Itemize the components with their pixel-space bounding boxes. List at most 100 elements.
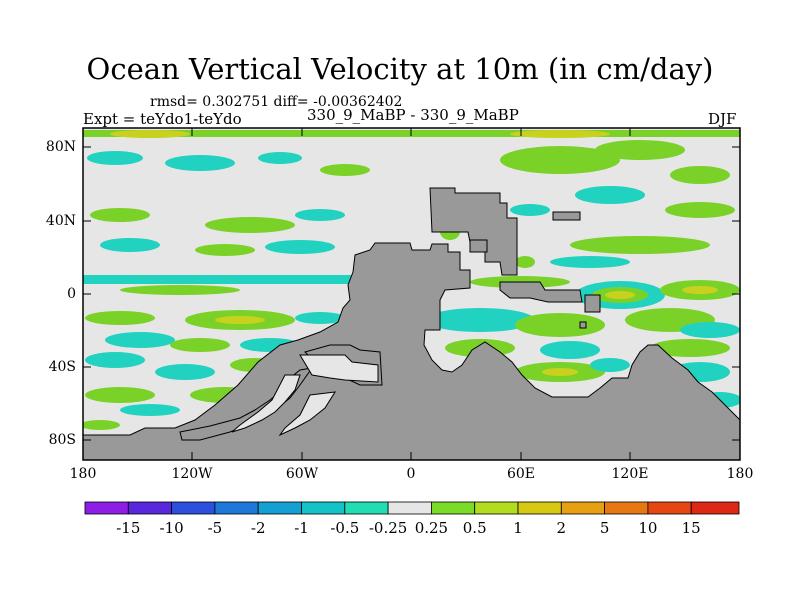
lat-label-80s: 80S [48, 432, 76, 448]
lon-label-120w: 120W [171, 466, 213, 482]
colorbar-label: -15 [116, 519, 141, 537]
experiment-label: Expt = teYdo1-teYdo [83, 110, 242, 128]
patch [320, 164, 370, 176]
patch [100, 238, 160, 252]
colorbar-box-6 [344, 501, 389, 515]
patch [85, 311, 155, 325]
colorbar-label: 2 [556, 519, 567, 537]
patch [575, 186, 645, 204]
land-southeast-island [584, 294, 601, 313]
patch [265, 240, 335, 254]
colorbar-box-12 [604, 501, 649, 515]
colorbar-label: -0.25 [368, 519, 408, 537]
patch [590, 358, 630, 372]
colorbar-box-3 [214, 501, 259, 515]
lat-label-40n: 40N [45, 213, 76, 229]
patch [500, 146, 620, 174]
colorbar-box-4 [257, 501, 302, 515]
patch [595, 140, 685, 160]
patch [605, 291, 635, 299]
land-small-island [579, 321, 587, 329]
land-greenland-scandinavia-island [552, 211, 581, 221]
colorbar-box-13 [647, 501, 692, 515]
patch [570, 236, 710, 254]
channel [299, 354, 379, 383]
patch [682, 286, 718, 294]
colorbar-box-10 [517, 501, 562, 515]
patch [425, 308, 535, 332]
lon-label-60w: 60W [285, 466, 319, 482]
patch [90, 208, 150, 222]
colorbar-box-7 [387, 501, 432, 515]
colorbar-box-0 [84, 501, 129, 515]
colorbar-label: -10 [159, 519, 184, 537]
colorbar [84, 501, 740, 515]
land-east-asia-fragment [469, 239, 488, 253]
patch [295, 312, 345, 324]
channel [278, 391, 336, 437]
patch [680, 322, 740, 338]
patch [195, 244, 255, 256]
colorbar-label: -2 [250, 519, 266, 537]
patch [650, 339, 730, 357]
colorbar-box-5 [301, 501, 346, 515]
land-main-supercontinent [83, 242, 740, 460]
patch [120, 404, 180, 416]
colorbar-box-14 [690, 501, 740, 515]
patch [550, 256, 630, 268]
colorbar-label: 0.25 [414, 519, 449, 537]
patch [542, 368, 578, 376]
patch [83, 420, 120, 430]
colorbar-label: -5 [207, 519, 223, 537]
patch [110, 130, 190, 138]
colorbar-label: -0.5 [330, 519, 360, 537]
patch [510, 130, 610, 138]
colorbar-label: 10 [638, 519, 658, 537]
stats-text: rmsd= 0.302751 diff= -0.00362402 [150, 94, 403, 110]
patch [215, 316, 265, 324]
patch [540, 341, 600, 359]
lat-label-40s: 40S [48, 359, 76, 375]
runs-label: 330_9_MaBP - 330_9_MaBP [307, 106, 519, 124]
patch [170, 338, 230, 352]
lon-label-0: 0 [406, 466, 416, 482]
colorbar-box-9 [474, 501, 519, 515]
tick-marks [83, 128, 740, 460]
colorbar-box-1 [127, 501, 173, 515]
map-title: Ocean Vertical Velocity at 10m (in cm/da… [86, 52, 714, 86]
patch [665, 202, 735, 218]
patch [515, 256, 535, 268]
inland-channels [231, 354, 379, 437]
lon-label-180w: 180 [69, 466, 97, 482]
colorbar-box-11 [560, 501, 605, 515]
patch [295, 209, 345, 221]
colorbar-label: 0.5 [462, 519, 487, 537]
colorbar-box-8 [430, 501, 476, 515]
colorbar-label: 5 [599, 519, 610, 537]
patch [258, 152, 302, 164]
patch [85, 352, 145, 368]
colorbar-label: -1 [294, 519, 309, 537]
colorbar-label: 1 [513, 519, 523, 537]
lon-label-60e: 60E [506, 466, 536, 482]
patch [515, 313, 605, 337]
lat-label-0: 0 [67, 286, 76, 302]
land-arabia-india [499, 281, 583, 303]
channel [231, 374, 301, 433]
patch [87, 151, 143, 165]
patch [85, 387, 155, 403]
patch [670, 166, 730, 184]
patch [205, 217, 295, 233]
patch [120, 285, 240, 295]
lat-label-80n: 80N [45, 139, 76, 155]
patch [165, 155, 235, 171]
land-north-africa-europe [429, 187, 518, 276]
patch [510, 204, 550, 216]
colorbar-label: 15 [681, 519, 701, 537]
patch [105, 332, 175, 348]
colorbar-box-2 [171, 501, 216, 515]
patch [155, 364, 215, 380]
lon-label-180e: 180 [726, 466, 754, 482]
season-label: DJF [708, 110, 737, 128]
